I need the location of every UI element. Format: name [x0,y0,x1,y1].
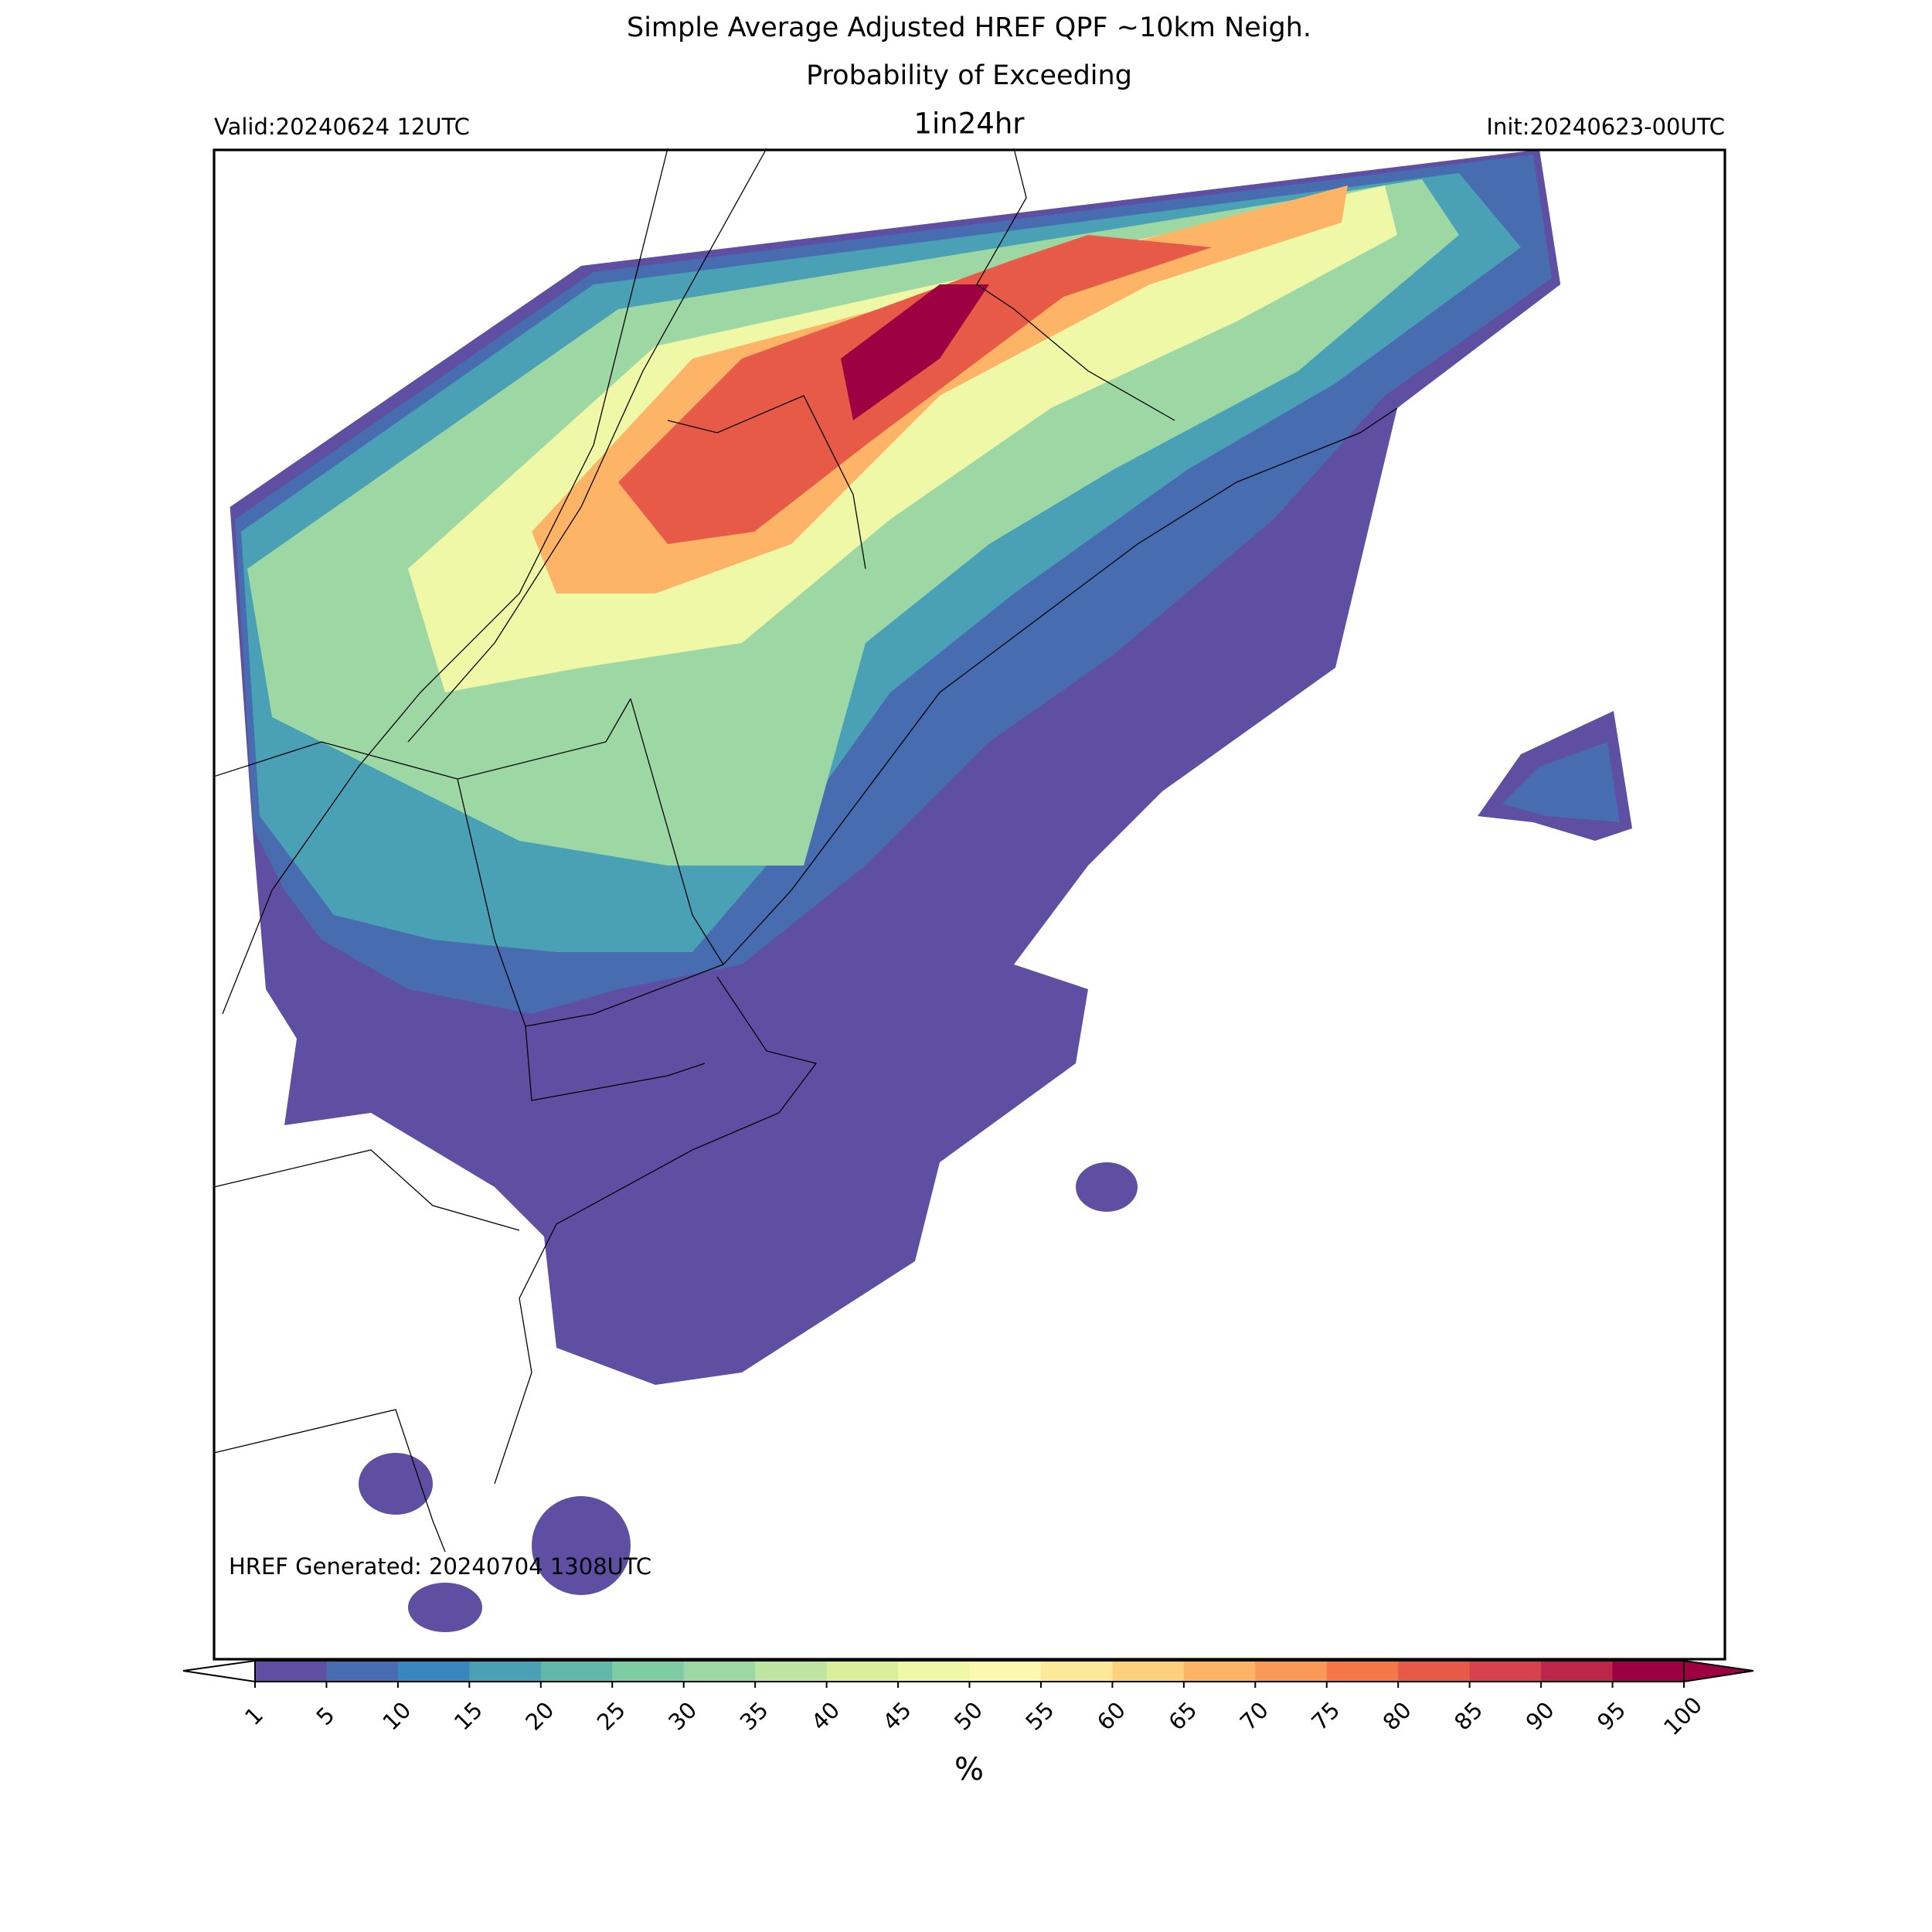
colorbar-segment [826,1661,899,1682]
colorbar-segment [1040,1661,1113,1682]
colorbar-segment [755,1661,828,1682]
colorbar-tick-label: 95 [1592,1697,1631,1736]
colorbar-tick-label: 40 [806,1697,845,1736]
colorbar-segment [1612,1661,1685,1682]
colorbar-segment [469,1661,542,1682]
colorbar-tick-label: 90 [1521,1697,1560,1736]
boundary [457,698,724,1027]
field-layer [618,235,1212,544]
colorbar-tick-label: 75 [1306,1697,1345,1736]
colorbar-segment [540,1661,613,1682]
colorbar-tick-label: 20 [520,1697,559,1736]
colorbar-segment [683,1661,756,1682]
colorbar-extend-high [1683,1659,1754,1683]
colorbar-segment [1255,1661,1328,1682]
field-layer [841,284,989,420]
colorbar-segment [1398,1661,1471,1682]
colorbar-tick-label: 85 [1449,1697,1488,1736]
title: Simple Average Adjusted HREF QPF ~10km N… [627,12,1311,43]
colorbar-segment [612,1661,685,1682]
colorbar-tick-label: 5 [311,1702,339,1730]
boundary [213,1149,520,1231]
colorbar-tick-label: 100 [1658,1692,1707,1740]
field-layer [1502,742,1620,822]
colorbar-tick-label: 50 [949,1697,988,1736]
valid-time: Valid:20240624 12UTC [214,114,470,140]
map-frame [213,148,1726,1661]
colorbar-segment [969,1661,1042,1682]
colorbar-segment [255,1661,327,1682]
generated-note: HREF Generated: 20240704 1308UTC [229,1553,651,1580]
colorbar-segment [326,1661,399,1682]
colorbar-tick-label: 25 [592,1697,631,1736]
subtitle: Probability of Exceeding [806,60,1132,91]
init-time: Init:20240623-00UTC [1486,114,1725,140]
colorbar-segment [1469,1661,1542,1682]
coastline [494,976,818,1485]
colorbar-segment [1326,1661,1399,1682]
colorbar-tick-label: 45 [878,1697,917,1736]
coastline [723,407,1398,965]
colorbar: 1 5 10 15 20 25 30 35 40 45 50 55 60 65 70 75 80 85 90 95 10… [182,1659,1754,1740]
colorbar-label: % [954,1752,984,1787]
colorbar-tick-label: 1 [240,1702,268,1730]
boundary [213,1409,446,1553]
coastline [407,148,767,743]
colorbar-tick-label: 30 [663,1697,702,1736]
colorbar-tick-label: 80 [1378,1697,1417,1736]
colorbar-segment [898,1661,970,1682]
threshold: 1in24hr [913,107,1025,141]
boundary [667,395,866,570]
colorbar-segment [1541,1661,1614,1682]
coastline [222,148,668,1015]
boundary [525,1026,706,1101]
field-layer [408,1583,482,1632]
colorbar-tick-label: 10 [377,1697,416,1736]
colorbar-tick-label: 35 [735,1697,774,1736]
colorbar-segment [1183,1661,1256,1682]
colorbar-tick-label: 65 [1163,1697,1202,1736]
colorbar-tick-label: 60 [1092,1697,1131,1736]
map-field [213,148,1632,1632]
coastline [976,148,1175,421]
colorbar-extend-low [182,1659,256,1683]
field-layer [1076,1162,1138,1212]
colorbar-tick-label: 70 [1235,1697,1274,1736]
field-layer [359,1453,433,1515]
colorbar-tick-label: 15 [449,1697,488,1736]
colorbar-segment [1112,1661,1185,1682]
colorbar-segment [397,1661,470,1682]
colorbar-tick-label: 55 [1020,1697,1059,1736]
field-layer [532,1496,631,1595]
